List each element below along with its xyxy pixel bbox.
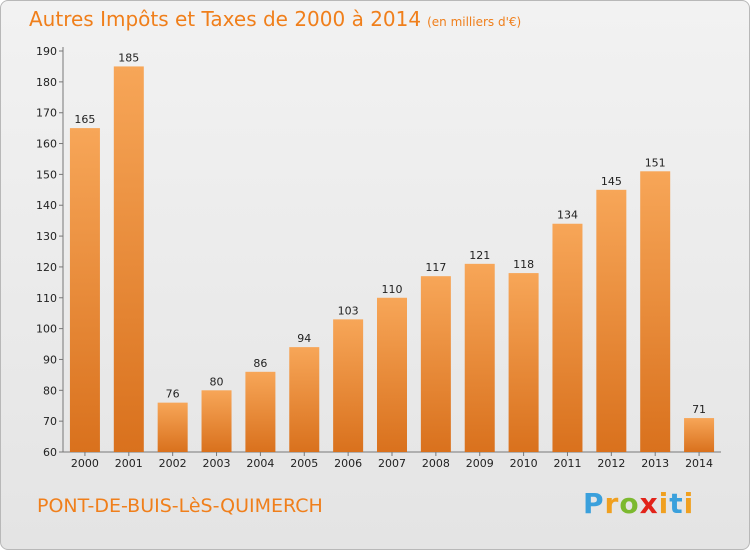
bar <box>552 223 583 452</box>
bar-value-label: 121 <box>469 249 490 262</box>
proxiti-logo[interactable]: Proxiti <box>583 487 695 520</box>
y-tick-label: 60 <box>43 446 57 459</box>
x-tick-label: 2001 <box>115 457 143 470</box>
bar <box>157 402 188 452</box>
bar <box>596 189 627 453</box>
y-tick-label: 190 <box>36 45 57 58</box>
bar <box>333 319 364 452</box>
plot-area: 60 70 80 90 100 110 120 130 140 150 160 170 180 190 16… <box>36 45 721 470</box>
bar-value-label: 110 <box>382 283 403 296</box>
x-tick-label: 2004 <box>246 457 274 470</box>
chart-title-text: Autres Impôts et Taxes de 2000 à 2014 <box>29 7 422 31</box>
x-tick-label: 2002 <box>159 457 187 470</box>
x-tick-label: 2010 <box>510 457 538 470</box>
bar-value-label: 86 <box>253 357 267 370</box>
x-tick-label: 2014 <box>685 457 713 470</box>
y-tick-label: 130 <box>36 230 57 243</box>
commune-name: PONT-DE-BUIS-LèS-QUIMERCH <box>37 495 323 517</box>
bar-value-label: 145 <box>601 175 622 188</box>
bar-value-label: 76 <box>166 388 180 401</box>
bar-value-label: 103 <box>338 304 359 317</box>
y-tick-label: 180 <box>36 76 57 89</box>
bar <box>245 371 276 452</box>
y-tick-label: 70 <box>43 415 57 428</box>
x-tick-label: 2012 <box>597 457 625 470</box>
bar-value-label: 117 <box>425 261 446 274</box>
y-tick-label: 100 <box>36 323 57 336</box>
x-tick-label: 2005 <box>290 457 318 470</box>
y-tick-label: 140 <box>36 199 57 212</box>
y-tick-label: 170 <box>36 107 57 120</box>
bar-value-label: 165 <box>74 113 95 126</box>
bar <box>69 128 100 452</box>
bar <box>289 347 320 452</box>
x-tick-label: 2006 <box>334 457 362 470</box>
bar <box>508 273 539 452</box>
x-tick-label: 2003 <box>203 457 231 470</box>
bar-value-label: 71 <box>692 403 706 416</box>
x-tick-label: 2008 <box>422 457 450 470</box>
bar <box>420 276 451 452</box>
bar-value-label: 185 <box>118 51 139 64</box>
x-tick-label: 2011 <box>553 457 581 470</box>
bar <box>464 263 495 452</box>
y-tick-label: 160 <box>36 138 57 151</box>
bar <box>201 390 232 452</box>
bar-value-label: 118 <box>513 258 534 271</box>
y-tick-label: 120 <box>36 261 57 274</box>
chart-title: Autres Impôts et Taxes de 2000 à 2014 (en… <box>29 7 521 31</box>
x-tick-label: 2009 <box>466 457 494 470</box>
bar-value-label: 151 <box>645 156 666 169</box>
y-tick-label: 110 <box>36 292 57 305</box>
x-tick-label: 2000 <box>71 457 99 470</box>
bar <box>684 418 715 452</box>
y-tick-label: 150 <box>36 168 57 181</box>
y-tick-label: 80 <box>43 384 57 397</box>
bar-value-label: 94 <box>297 332 311 345</box>
x-tick-label: 2007 <box>378 457 406 470</box>
y-tick-label: 90 <box>43 353 57 366</box>
bar-value-label: 80 <box>210 375 224 388</box>
bar-value-label: 134 <box>557 209 578 222</box>
bar <box>377 297 407 452</box>
x-tick-label: 2013 <box>641 457 669 470</box>
bar <box>113 66 144 452</box>
bar <box>640 171 671 453</box>
chart-subtitle: (en milliers d'€) <box>427 15 522 29</box>
